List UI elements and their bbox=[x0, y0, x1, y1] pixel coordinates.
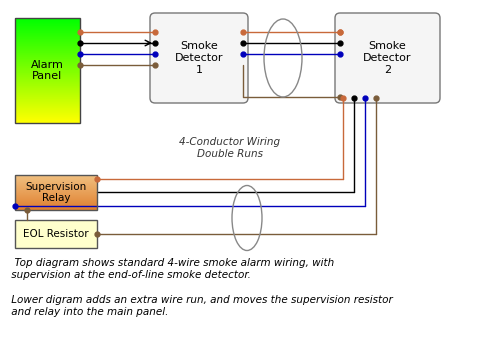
FancyBboxPatch shape bbox=[150, 13, 248, 103]
FancyBboxPatch shape bbox=[335, 13, 440, 103]
Text: Alarm
Panel: Alarm Panel bbox=[31, 60, 64, 81]
Text: Smoke
Detector
1: Smoke Detector 1 bbox=[175, 42, 223, 75]
Text: Top diagram shows standard 4-wire smoke alarm wiring, with
 supervision at the e: Top diagram shows standard 4-wire smoke … bbox=[8, 258, 334, 280]
Text: Smoke
Detector
2: Smoke Detector 2 bbox=[363, 42, 412, 75]
Bar bbox=[15, 175, 97, 210]
Text: EOL Resistor: EOL Resistor bbox=[23, 229, 89, 239]
Text: Lower digram adds an extra wire run, and moves the supervision resistor
 and rel: Lower digram adds an extra wire run, and… bbox=[8, 295, 393, 317]
Bar bbox=[15, 18, 80, 123]
Bar bbox=[15, 220, 97, 248]
Text: 4-Conductor Wiring
Double Runs: 4-Conductor Wiring Double Runs bbox=[180, 137, 280, 159]
Text: Supervision
Relay: Supervision Relay bbox=[25, 182, 87, 203]
